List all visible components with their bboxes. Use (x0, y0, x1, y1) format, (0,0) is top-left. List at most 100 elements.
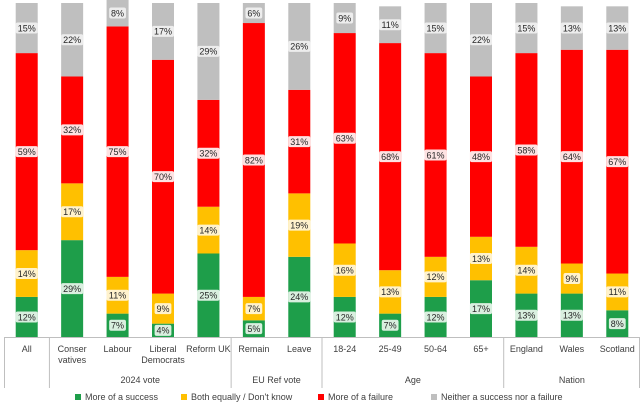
data-label-both-equally-don-t-know-18-24: 16% (333, 264, 356, 276)
data-label-more-of-a-failure-50-64: 61% (424, 149, 447, 161)
x-group-labels: 2024 vote EU Ref vote Age Nation (4, 337, 640, 388)
data-label-text: 13% (608, 23, 626, 33)
data-label-text: 15% (18, 23, 36, 33)
data-label-more-of-a-success-england: 13% (515, 309, 538, 321)
data-label-more-of-a-success-scotland: 8% (608, 318, 626, 330)
data-label-more-of-a-failure-labour: 75% (106, 146, 129, 158)
data-label-more-of-a-success-65: 17% (469, 303, 493, 315)
data-label-bg (424, 271, 447, 283)
data-label-more-of-a-success-liberal-democrats: 4% (154, 324, 172, 336)
x-tick-label-65: 65+ (473, 344, 488, 354)
data-label-bg (106, 289, 129, 301)
data-label-text: 64% (563, 152, 581, 162)
x-tick-label-scotland: Scotland (600, 344, 635, 354)
data-label-text: 8% (611, 319, 624, 329)
data-label-bg (154, 303, 172, 315)
data-label-both-equally-don-t-know-all: 14% (15, 268, 38, 280)
data-label-more-of-a-failure-england: 58% (515, 144, 538, 156)
legend-swatch (318, 394, 324, 400)
data-label-bg (381, 319, 399, 331)
legend-label: Neither a success nor a failure (441, 392, 563, 402)
data-label-text: 12% (427, 272, 445, 282)
data-label-bg (106, 146, 129, 158)
data-label-bg (424, 311, 447, 323)
data-label-neither-a-success-nor-a-failure-wales: 13% (560, 22, 583, 34)
legend-label: Both equally / Don't know (191, 392, 293, 402)
data-label-bg (515, 144, 538, 156)
data-label-both-equally-don-t-know-labour: 11% (106, 289, 129, 301)
data-label-bg (560, 22, 583, 34)
data-label-bg (606, 156, 629, 168)
data-label-bg (560, 309, 583, 321)
data-label-both-equally-don-t-know-england: 14% (515, 264, 538, 276)
data-label-neither-a-success-nor-a-failure-labour: 8% (109, 7, 126, 19)
data-label-text: 7% (111, 321, 124, 331)
legend-swatch (181, 394, 187, 400)
data-label-text: 9% (156, 304, 169, 314)
data-label-text: 25% (199, 291, 217, 301)
data-label-bg (469, 151, 493, 163)
data-label-text: 26% (290, 42, 308, 52)
data-label-bg (336, 12, 354, 24)
legend-label: More of a success (85, 392, 159, 402)
x-tick-label-england: England (510, 344, 543, 354)
data-label-more-of-a-success-labour: 7% (109, 319, 126, 331)
data-label-text: 13% (381, 287, 399, 297)
data-label-more-of-a-success-18-24: 12% (333, 311, 356, 323)
data-label-bg (245, 303, 263, 315)
data-label-both-equally-don-t-know-wales: 9% (563, 273, 581, 285)
legend-item-more-of-a-failure: More of a failure (318, 392, 393, 402)
data-label-text: 63% (336, 134, 354, 144)
data-label-bg (154, 324, 172, 336)
data-label-bg (469, 303, 493, 315)
data-label-neither-a-success-nor-a-failure-liberal-democrats: 17% (151, 25, 175, 37)
data-label-text: 82% (245, 155, 263, 165)
data-label-bg (608, 318, 626, 330)
legend-item-more-of-a-success: More of a success (75, 392, 159, 402)
data-label-bg (560, 151, 583, 163)
data-label-more-of-a-failure-liberal-democrats: 70% (151, 171, 175, 183)
data-label-text: 14% (18, 269, 36, 279)
data-label-bg (61, 34, 84, 46)
group-label-2024-vote: 2024 vote (121, 375, 161, 385)
data-label-text: 15% (517, 23, 535, 33)
data-label-text: 75% (109, 147, 127, 157)
data-label-text: 22% (63, 35, 81, 45)
data-label-more-of-a-success-all: 12% (15, 311, 38, 323)
legend-swatch (75, 394, 81, 400)
data-label-more-of-a-success-25-49: 7% (381, 319, 399, 331)
data-label-text: 12% (336, 312, 354, 322)
x-tick-label-18-24: 18-24 (333, 344, 356, 354)
data-label-more-of-a-failure-leave: 31% (288, 136, 311, 148)
x-tick-label-25-49: 25-49 (379, 344, 402, 354)
data-label-more-of-a-failure-wales: 64% (560, 151, 583, 163)
data-label-bg (151, 171, 175, 183)
data-label-neither-a-success-nor-a-failure-all: 15% (15, 22, 38, 34)
data-label-bg (288, 40, 311, 52)
data-label-both-equally-don-t-know-scotland: 11% (606, 286, 629, 298)
data-label-text: 17% (154, 27, 172, 37)
data-label-text: 11% (609, 287, 626, 297)
data-label-more-of-a-failure-65: 48% (469, 151, 493, 163)
data-label-bg (606, 286, 629, 298)
data-label-text: 58% (517, 145, 535, 155)
data-label-text: 17% (63, 207, 81, 217)
data-label-text: 19% (290, 220, 308, 230)
data-label-bg (379, 151, 402, 163)
data-label-text: 32% (199, 149, 217, 159)
x-tick-label-all: All (22, 344, 32, 354)
data-label-text: 7% (247, 304, 260, 314)
x-tick-label-remain: Remain (238, 344, 269, 354)
data-label-text: 8% (111, 8, 124, 18)
data-label-text: 13% (517, 311, 535, 321)
data-label-more-of-a-success-remain: 5% (245, 323, 263, 335)
data-label-bg (15, 268, 38, 280)
data-label-neither-a-success-nor-a-failure-conser-vatives: 22% (61, 34, 84, 46)
data-label-text: 68% (381, 152, 399, 162)
legend-item-both-equally-don-t-know: Both equally / Don't know (181, 392, 293, 402)
data-label-neither-a-success-nor-a-failure-65: 22% (469, 34, 493, 46)
data-label-bg (288, 219, 311, 231)
data-label-bg (15, 311, 38, 323)
